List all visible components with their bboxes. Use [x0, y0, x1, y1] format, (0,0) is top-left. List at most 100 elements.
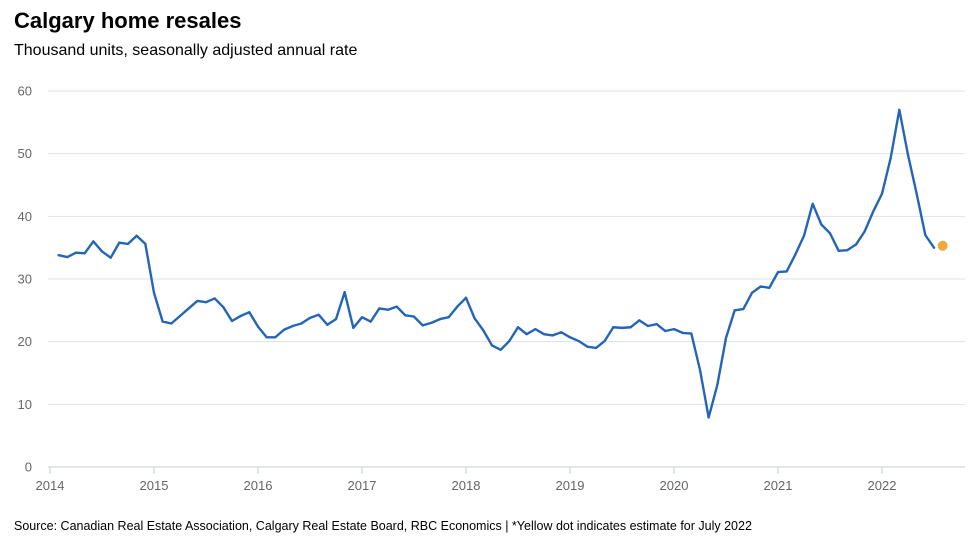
- data-point: [733, 309, 736, 312]
- data-point: [863, 230, 866, 233]
- y-tick-label: 50: [18, 146, 32, 161]
- x-tick-label: 2014: [36, 478, 65, 493]
- data-point: [698, 368, 702, 371]
- data-point: [560, 331, 563, 334]
- x-tick-label: 2016: [244, 478, 273, 493]
- data-point: [291, 324, 294, 328]
- data-point: [872, 210, 875, 213]
- data-point: [898, 108, 901, 111]
- data-point: [724, 336, 728, 340]
- data-point: [222, 306, 225, 309]
- data-point: [66, 255, 69, 259]
- estimate-dot: [937, 240, 948, 251]
- data-point: [880, 192, 884, 195]
- data-point: [282, 328, 286, 331]
- data-point: [135, 234, 138, 237]
- data-point: [352, 326, 355, 329]
- data-point: [74, 251, 78, 254]
- y-tick-label: 20: [18, 334, 32, 349]
- data-point: [118, 241, 121, 244]
- data-point: [360, 316, 364, 319]
- x-tick-label: 2019: [556, 478, 585, 493]
- data-point: [534, 328, 537, 331]
- data-point: [620, 326, 624, 329]
- data-point: [239, 314, 242, 318]
- data-point: [794, 253, 797, 256]
- data-point: [811, 202, 814, 205]
- data-point: [889, 156, 892, 160]
- data-point: [525, 333, 528, 336]
- data-point: [820, 223, 823, 226]
- data-point: [482, 329, 485, 332]
- data-point: [629, 326, 632, 329]
- data-point: [508, 339, 511, 343]
- data-point: [932, 246, 936, 249]
- data-point: [326, 323, 329, 326]
- data-point: [274, 336, 277, 339]
- x-tick-label: 2017: [348, 478, 377, 493]
- series-line-0: [57, 108, 936, 419]
- data-point: [499, 348, 502, 351]
- data-point: [248, 311, 251, 314]
- y-tick-label: 60: [18, 84, 32, 99]
- x-tick-label: 2021: [764, 478, 793, 493]
- data-point: [768, 286, 771, 289]
- x-tick-label: 2018: [452, 478, 481, 493]
- x-tick-label: 2020: [660, 478, 689, 493]
- data-point: [430, 321, 433, 324]
- data-point: [742, 307, 745, 311]
- data-point: [265, 336, 268, 339]
- data-point: [161, 320, 164, 323]
- data-point: [230, 319, 234, 323]
- data-point: [690, 332, 693, 335]
- data-point: [586, 345, 589, 348]
- data-point: [187, 307, 190, 310]
- data-point: [672, 328, 676, 331]
- data-point: [837, 249, 840, 252]
- data-point: [395, 305, 398, 308]
- chart-title: Calgary home resales: [14, 8, 242, 33]
- data-point: [906, 153, 910, 157]
- data-point: [300, 322, 303, 325]
- data-point: [317, 313, 320, 316]
- data-point: [196, 299, 199, 303]
- data-point: [256, 325, 260, 328]
- x-tick-label: 2015: [140, 478, 169, 493]
- data-point: [707, 416, 710, 419]
- data-point: [421, 324, 424, 327]
- data-point: [664, 329, 667, 333]
- data-point: [144, 242, 147, 246]
- data-point: [109, 256, 112, 259]
- data-point: [802, 234, 806, 237]
- data-point: [386, 308, 390, 311]
- data-point: [473, 317, 476, 320]
- data-point: [716, 383, 719, 387]
- source-footnote: Source: Canadian Real Estate Association…: [14, 519, 752, 533]
- y-tick-label: 0: [25, 460, 32, 475]
- data-point: [516, 326, 520, 329]
- data-point: [577, 339, 580, 343]
- data-point: [785, 270, 788, 273]
- y-tick-label: 10: [18, 397, 32, 412]
- data-point: [551, 334, 554, 337]
- data-point: [854, 243, 858, 246]
- data-point: [924, 234, 927, 237]
- data-point: [612, 326, 615, 329]
- data-point: [750, 291, 754, 294]
- data-point: [213, 297, 216, 300]
- data-point: [638, 319, 641, 322]
- data-point: [646, 324, 650, 328]
- y-tick-label: 30: [18, 272, 32, 287]
- data-point: [464, 296, 468, 299]
- data-point: [594, 346, 598, 350]
- data-point: [759, 285, 762, 288]
- data-point: [776, 271, 780, 274]
- data-point: [404, 314, 407, 317]
- data-point: [308, 316, 312, 319]
- data-point: [126, 242, 130, 246]
- data-point: [412, 315, 416, 318]
- data-point: [568, 336, 572, 339]
- y-tick-label: 40: [18, 209, 32, 224]
- data-point: [343, 291, 346, 294]
